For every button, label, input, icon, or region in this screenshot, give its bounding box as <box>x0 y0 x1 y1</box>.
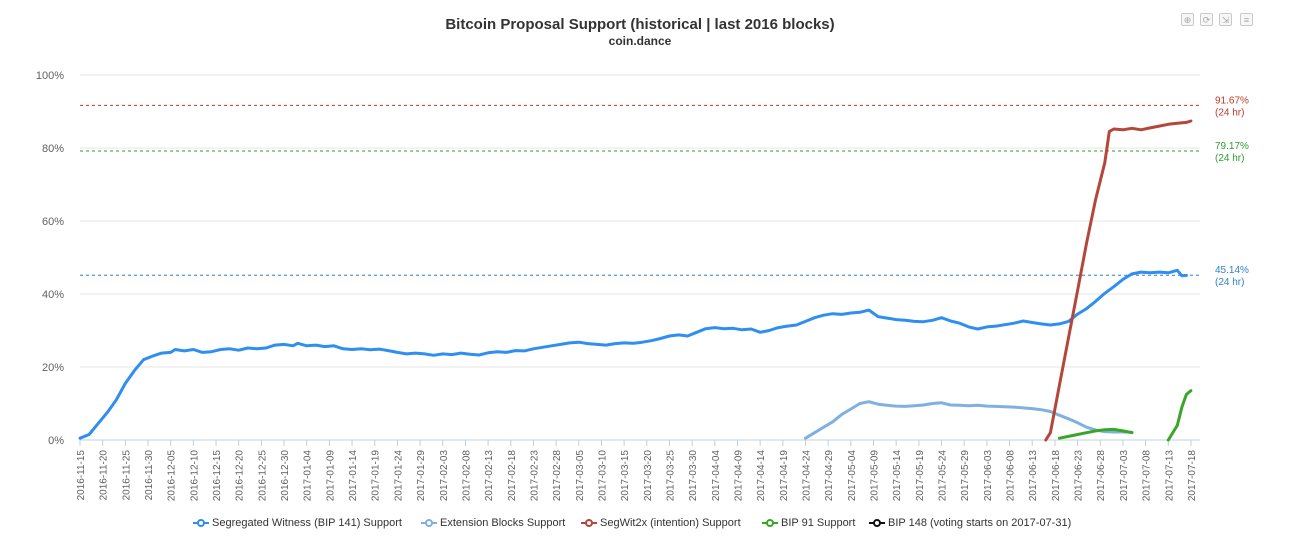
x-tick-label: 2017-06-13 <box>1028 450 1039 502</box>
legend-label: Extension Blocks Support <box>440 517 566 530</box>
series-line-0 <box>78 268 1188 440</box>
x-tick-label: 2017-02-23 <box>529 450 540 502</box>
legend-item-segwit2x[interactable]: SegWit2x (intention) Support <box>581 517 741 529</box>
x-tick-label: 2017-06-23 <box>1074 450 1085 502</box>
x-tick-label: 2017-03-25 <box>665 450 676 502</box>
x-tick-label: 2017-06-18 <box>1051 450 1062 502</box>
x-tick-label: 2017-07-08 <box>1142 450 1153 502</box>
x-tick-label: 2017-04-24 <box>802 450 813 502</box>
x-tick-label: 2017-07-03 <box>1119 450 1130 502</box>
x-tick-label: 2016-11-25 <box>121 450 132 501</box>
reference-period-label: (24 hr) <box>1215 277 1244 288</box>
x-tick-label: 2017-05-19 <box>915 450 926 502</box>
x-tick-label: 2017-06-03 <box>983 450 994 502</box>
x-tick-label: 2017-01-09 <box>325 450 336 502</box>
x-tick-label: 2017-04-09 <box>733 450 744 502</box>
reference-value-label: 45.14% <box>1215 265 1249 276</box>
x-tick-label: 2017-06-08 <box>1006 450 1017 502</box>
x-tick-label: 2017-05-09 <box>870 450 881 502</box>
x-tick-label: 2017-02-13 <box>484 450 495 502</box>
x-tick-label: 2017-03-20 <box>643 450 654 502</box>
x-tick-label: 2017-07-18 <box>1187 450 1198 502</box>
legend-marker-icon <box>762 519 778 528</box>
legend-item-extension-blocks[interactable]: Extension Blocks Support <box>421 517 565 529</box>
x-tick-label: 2017-01-29 <box>416 450 427 502</box>
x-tick-label: 2016-12-15 <box>212 450 223 502</box>
x-tick-label: 2017-02-18 <box>507 450 518 502</box>
x-tick-label: 2017-01-14 <box>348 450 359 502</box>
legend: Segregated Witness (BIP 141) Support Ext… <box>0 517 1290 535</box>
x-tick-label: 2016-12-30 <box>280 450 291 502</box>
series-line-1 <box>804 400 1134 440</box>
x-tick-label: 2017-02-08 <box>461 450 472 502</box>
x-tick-label: 2017-01-24 <box>393 450 404 502</box>
zoom-reset-icon[interactable]: ⟳ <box>1200 13 1213 26</box>
legend-label: Segregated Witness (BIP 141) Support <box>212 517 402 530</box>
reference-value-label: 91.67% <box>1215 95 1249 106</box>
x-tick-label: 2016-12-10 <box>189 450 200 502</box>
y-tick-label: 80% <box>42 143 64 155</box>
series-line-3 <box>1057 427 1134 440</box>
y-tick-label: 60% <box>42 216 64 228</box>
x-tick-label: 2017-06-28 <box>1096 450 1107 502</box>
plot-area: 0% 20% 40% 60% 80% 100% 2016-11-15 2016-11-20 20… <box>36 70 1249 502</box>
x-tick-label: 2017-01-19 <box>371 450 382 502</box>
reference-period-label: (24 hr) <box>1215 107 1244 118</box>
y-tick-label: 0% <box>48 435 64 447</box>
series-line-2 <box>1044 119 1193 442</box>
x-tick-label: 2016-11-20 <box>99 450 110 501</box>
x-tick-label: 2017-04-29 <box>824 450 835 502</box>
legend-item-bip148[interactable]: BIP 148 (voting starts on 2017-07-31) <box>869 517 1071 529</box>
reference-value-label: 79.17% <box>1215 141 1249 152</box>
chart-subtitle: coin.dance <box>608 34 672 48</box>
x-tick-label: 2016-12-20 <box>235 450 246 502</box>
chart-title: Bitcoin Proposal Support (historical | l… <box>445 16 835 33</box>
legend-label: BIP 91 Support <box>781 517 856 530</box>
legend-marker-icon <box>869 519 885 528</box>
pan-icon[interactable]: ⇲ <box>1219 13 1232 26</box>
legend-marker-icon <box>193 519 209 528</box>
menu-icon[interactable]: ≡ <box>1240 13 1253 26</box>
x-tick-label: 2016-12-25 <box>257 450 268 502</box>
x-tick-label: 2017-05-29 <box>960 450 971 502</box>
x-tick-label: 2016-11-15 <box>76 450 87 501</box>
x-tick-label: 2017-02-03 <box>439 450 450 502</box>
zoom-in-icon[interactable]: ⊕ <box>1181 13 1194 26</box>
y-tick-label: 100% <box>36 70 64 82</box>
legend-item-segwit[interactable]: Segregated Witness (BIP 141) Support <box>193 517 402 529</box>
x-tick-label: 2017-02-28 <box>552 450 563 502</box>
x-tick-label: 2017-01-04 <box>303 450 314 502</box>
x-tick-label: 2017-05-04 <box>847 450 858 502</box>
x-tick-label: 2017-03-05 <box>575 450 586 502</box>
y-tick-label: 40% <box>42 289 64 301</box>
x-tick-label: 2017-07-13 <box>1164 450 1175 502</box>
legend-label: BIP 148 (voting starts on 2017-07-31) <box>888 517 1072 530</box>
x-tick-label: 2017-04-14 <box>756 450 767 502</box>
reference-period-label: (24 hr) <box>1215 153 1244 164</box>
legend-marker-icon <box>421 519 437 528</box>
x-tick-label: 2017-05-14 <box>892 450 903 502</box>
x-tick-label: 2017-03-15 <box>620 450 631 502</box>
x-tick-label: 2017-03-30 <box>688 450 699 502</box>
x-tick-label: 2016-11-30 <box>144 450 155 501</box>
legend-marker-icon <box>581 519 597 528</box>
x-tick-label: 2017-03-10 <box>597 450 608 502</box>
x-tick-label: 2017-05-24 <box>938 450 949 502</box>
legend-item-bip91[interactable]: BIP 91 Support <box>762 517 855 529</box>
x-tick-label: 2017-04-19 <box>779 450 790 502</box>
x-tick-label: 2016-12-05 <box>167 450 178 502</box>
series-line-3 <box>1166 389 1193 442</box>
x-tick-label: 2017-04-04 <box>711 450 722 502</box>
legend-label: SegWit2x (intention) Support <box>600 517 741 530</box>
y-tick-label: 20% <box>42 362 64 374</box>
